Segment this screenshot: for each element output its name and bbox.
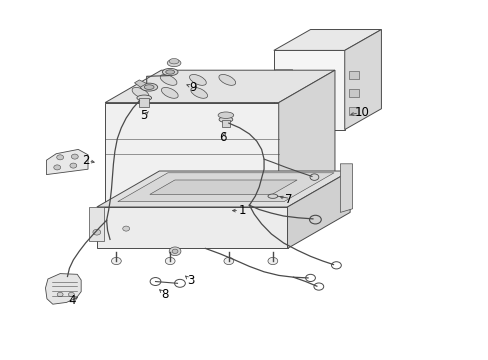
Circle shape bbox=[224, 257, 233, 265]
Ellipse shape bbox=[137, 95, 151, 101]
Ellipse shape bbox=[132, 87, 148, 98]
Ellipse shape bbox=[167, 59, 181, 67]
Circle shape bbox=[70, 163, 77, 168]
Bar bbox=[139, 98, 149, 107]
Text: 6: 6 bbox=[218, 131, 226, 144]
Polygon shape bbox=[273, 50, 344, 130]
Ellipse shape bbox=[165, 70, 174, 74]
Ellipse shape bbox=[267, 194, 277, 198]
Text: 7: 7 bbox=[284, 193, 292, 206]
Circle shape bbox=[267, 257, 277, 265]
Circle shape bbox=[169, 247, 181, 256]
Bar bbox=[281, 188, 293, 194]
Ellipse shape bbox=[169, 58, 179, 64]
Polygon shape bbox=[344, 30, 381, 130]
Text: 1: 1 bbox=[238, 204, 245, 217]
Circle shape bbox=[68, 292, 74, 297]
FancyBboxPatch shape bbox=[275, 69, 292, 79]
Circle shape bbox=[111, 257, 121, 265]
Polygon shape bbox=[278, 70, 334, 209]
Text: 3: 3 bbox=[186, 274, 194, 287]
Circle shape bbox=[122, 226, 129, 231]
Ellipse shape bbox=[162, 68, 178, 76]
Polygon shape bbox=[45, 274, 81, 304]
Ellipse shape bbox=[144, 85, 154, 89]
FancyBboxPatch shape bbox=[348, 89, 359, 97]
Ellipse shape bbox=[190, 87, 207, 98]
Circle shape bbox=[93, 229, 101, 235]
Circle shape bbox=[54, 165, 61, 170]
Polygon shape bbox=[97, 171, 349, 207]
Ellipse shape bbox=[141, 83, 157, 91]
FancyBboxPatch shape bbox=[348, 107, 359, 115]
Polygon shape bbox=[287, 171, 349, 248]
Ellipse shape bbox=[219, 75, 235, 85]
Polygon shape bbox=[89, 207, 104, 241]
Circle shape bbox=[57, 292, 63, 297]
Polygon shape bbox=[118, 173, 333, 202]
Polygon shape bbox=[273, 30, 381, 50]
Polygon shape bbox=[97, 207, 287, 248]
Polygon shape bbox=[105, 70, 334, 103]
Polygon shape bbox=[134, 80, 146, 87]
FancyBboxPatch shape bbox=[285, 79, 322, 103]
Text: 2: 2 bbox=[81, 154, 89, 167]
Text: 8: 8 bbox=[161, 288, 168, 301]
Circle shape bbox=[165, 257, 175, 265]
Polygon shape bbox=[46, 149, 88, 175]
Text: 10: 10 bbox=[354, 106, 368, 119]
Polygon shape bbox=[340, 164, 352, 212]
Polygon shape bbox=[149, 180, 297, 194]
Ellipse shape bbox=[219, 117, 232, 122]
Text: 5: 5 bbox=[140, 109, 148, 122]
Ellipse shape bbox=[160, 75, 177, 85]
Circle shape bbox=[57, 155, 63, 160]
Bar bbox=[222, 120, 229, 127]
Ellipse shape bbox=[218, 112, 233, 118]
Ellipse shape bbox=[189, 75, 206, 85]
Polygon shape bbox=[105, 103, 278, 209]
Text: 4: 4 bbox=[68, 294, 76, 307]
FancyBboxPatch shape bbox=[348, 71, 359, 78]
Circle shape bbox=[71, 154, 78, 159]
Circle shape bbox=[172, 249, 178, 253]
Ellipse shape bbox=[161, 87, 178, 98]
Text: 9: 9 bbox=[189, 81, 197, 94]
